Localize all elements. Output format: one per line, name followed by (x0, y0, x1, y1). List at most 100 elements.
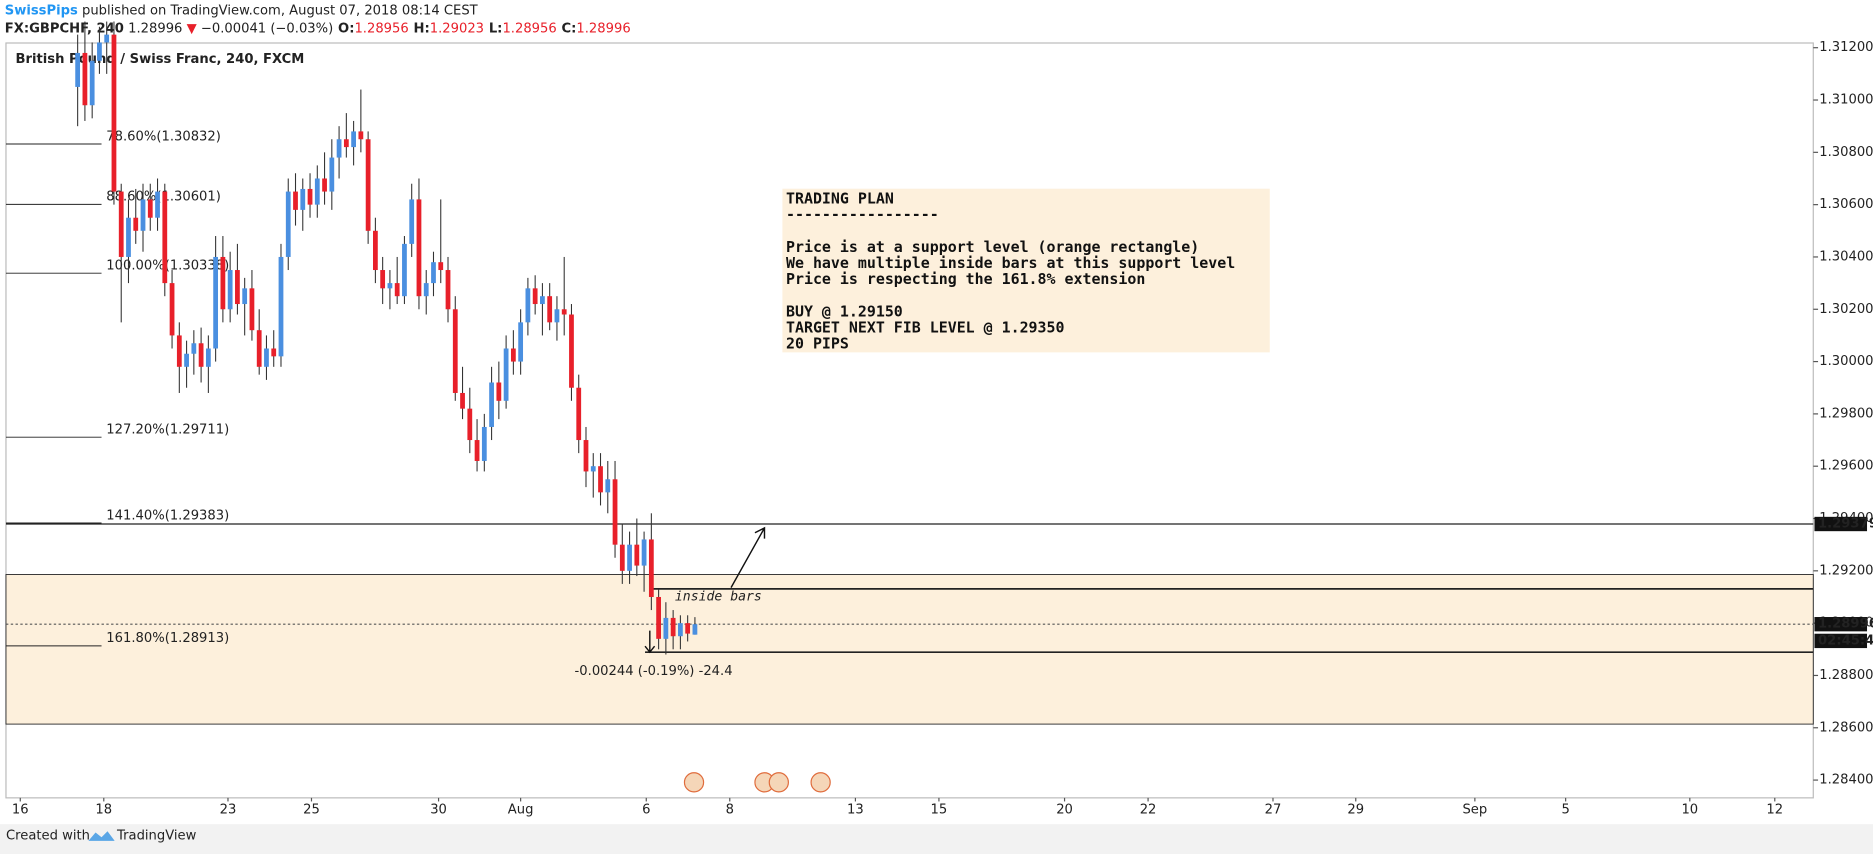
price-tag (1814, 516, 1868, 532)
candle-body (460, 392, 465, 409)
candle-body (525, 288, 531, 323)
target-arrow (730, 526, 766, 588)
support-zone (5, 574, 1814, 725)
y-tick-label: 1.30000 (1819, 354, 1873, 369)
candle-body (373, 230, 378, 271)
candle-body (285, 191, 291, 257)
plan-point: We have multiple inside bars at this sup… (786, 254, 1235, 272)
plan-box (782, 188, 1270, 353)
ohlc-value: 1.28956 (502, 21, 556, 36)
candle-body (140, 199, 146, 231)
candle-body (452, 309, 458, 393)
candle-body (605, 479, 611, 493)
candle-body (569, 314, 574, 388)
fib-label: 100.00%(1.30338) (106, 259, 229, 274)
y-tick-label: 1.29200 (1819, 563, 1873, 578)
candle-body (133, 217, 139, 231)
y-tick-label: 1.30800 (1819, 145, 1873, 160)
price-tag (1814, 617, 1868, 632)
plan-point: Price is at a support level (orange rect… (786, 238, 1199, 256)
candle-body (692, 624, 698, 635)
candle-body (467, 408, 473, 441)
x-tick-label: 8 (726, 802, 734, 817)
chart-title: British Pound / Swiss Franc, 240, FXCM (16, 52, 305, 67)
candle-body (634, 544, 640, 566)
candle-body (670, 617, 676, 637)
y-tick-label: 1.30600 (1819, 197, 1873, 212)
x-tick-label: 18 (95, 802, 112, 817)
ohlc-value: 1.28956 (354, 21, 408, 36)
y-tick-label: 1.30400 (1819, 249, 1873, 264)
x-tick-label: 30 (430, 802, 447, 817)
symbol: FX:GBPCHF, 240 (5, 21, 124, 36)
y-tick-label: 1.31000 (1819, 93, 1873, 108)
candle-body (336, 139, 342, 158)
candle-body (184, 353, 189, 367)
candle-body (503, 348, 509, 401)
header-line: SwissPips published on TradingView.com, … (5, 3, 479, 18)
author[interactable]: SwissPips (5, 3, 78, 18)
candle-body (663, 617, 669, 639)
candle-body (358, 131, 364, 140)
candle-body (293, 191, 298, 210)
measure-label: -0.00244 (-0.19%) -24.4 (575, 664, 733, 679)
candle-body (235, 270, 240, 305)
candle-body (431, 262, 436, 284)
candle-body (249, 288, 255, 331)
x-tick-label: 23 (220, 802, 237, 817)
candle-body (612, 479, 618, 545)
candle-body (314, 178, 320, 205)
candle-body (329, 157, 335, 192)
candle-body (169, 283, 175, 336)
candle-body (256, 330, 262, 367)
x-tick-label: 22 (1140, 802, 1157, 817)
x-tick-label: 5 (1561, 802, 1569, 817)
candle-body (445, 270, 451, 310)
candle-body (227, 270, 233, 310)
plan-trade: 20 PIPS (786, 335, 849, 353)
y-tick-label: 1.30200 (1819, 302, 1873, 317)
candle-body (598, 466, 603, 493)
candle-body (648, 539, 654, 597)
plot-area (5, 42, 1814, 799)
candle-body (271, 348, 277, 357)
x-tick-label: 20 (1056, 802, 1073, 817)
candle-body (89, 60, 95, 106)
candle-body (104, 34, 110, 43)
candle-body (351, 131, 356, 148)
candle-body (307, 188, 313, 205)
x-tick-label: 29 (1347, 802, 1364, 817)
candle-body (489, 382, 494, 427)
candle-body (685, 623, 691, 634)
countdown-tag (1814, 633, 1868, 649)
fib-label: 127.20%(1.29711) (106, 423, 229, 438)
footer-bar (0, 824, 1873, 854)
y-tick-label: 1.29800 (1819, 406, 1873, 421)
candle-body (576, 387, 582, 441)
candle-body (162, 191, 168, 284)
ohlc-key: C: (562, 21, 577, 36)
footer-brand[interactable]: TradingView (116, 829, 197, 844)
countdown: 02:45:40 (1818, 633, 1873, 648)
candle-body (205, 348, 211, 367)
plan-title: TRADING PLAN (786, 189, 894, 207)
ohlc-key: O: (338, 21, 354, 36)
candle-body (343, 139, 349, 148)
candle-body (264, 348, 269, 367)
candle-body (387, 283, 393, 289)
ohlc-key: H: (414, 21, 430, 36)
candle-body (118, 191, 124, 257)
chart: 1.284001.286001.288001.290001.292001.294… (5, 21, 1873, 817)
candle-body (423, 283, 429, 297)
ohlc-key: L: (489, 21, 503, 36)
candle-body (126, 217, 131, 257)
candle-body (365, 139, 371, 231)
event-icon (768, 772, 789, 793)
candle-body (82, 52, 88, 106)
symbol-line: FX:GBPCHF, 240 1.28996 ▼ −0.00041 (−0.03… (5, 21, 631, 36)
candle-body (242, 288, 248, 305)
y-tick-label: 1.28600 (1819, 720, 1873, 735)
candle-body (147, 199, 153, 218)
fib-label: 78.60%(1.30832) (106, 129, 221, 144)
candle-body (409, 199, 415, 244)
